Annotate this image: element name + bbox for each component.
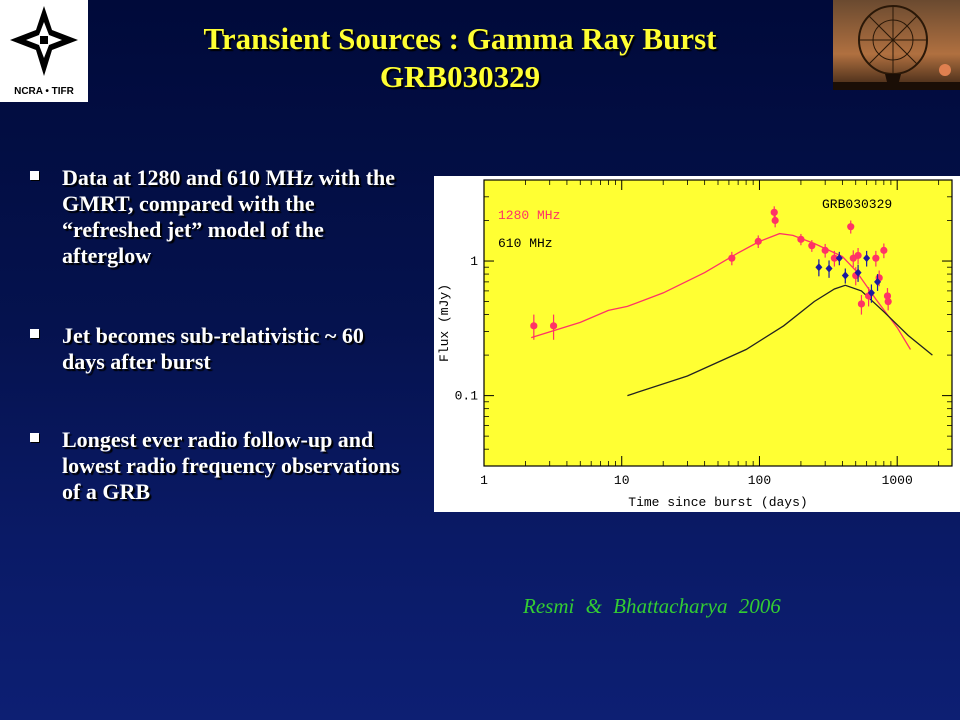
bullet-text: Longest ever radio follow-up and lowest … xyxy=(62,427,400,504)
data-point-1280 xyxy=(728,254,736,262)
bullet-list: Data at 1280 and 610 MHz with the GMRT, … xyxy=(26,165,401,505)
x-tick-label: 1000 xyxy=(882,473,913,488)
bullet-item: Longest ever radio follow-up and lowest … xyxy=(26,427,401,505)
data-point-610 xyxy=(854,268,862,277)
x-tick-label: 10 xyxy=(614,473,630,488)
data-point-1280 xyxy=(872,254,880,262)
data-point-610 xyxy=(841,271,849,280)
bullet-text: Jet becomes sub-relativistic ~ 60 days a… xyxy=(62,323,364,374)
bullet-item: Data at 1280 and 610 MHz with the GMRT, … xyxy=(26,165,401,269)
ncra-tifr-logo: NCRA • TIFR xyxy=(0,0,88,102)
data-point-1280 xyxy=(797,235,805,243)
title-line-1: Transient Sources : Gamma Ray Burst xyxy=(203,21,717,56)
grb-light-curve-chart: 1 10 100 1000 0.1 1 GRB030329 1280 MHz 610 MH… xyxy=(434,176,960,512)
square-bullet-icon xyxy=(30,171,39,180)
data-point-1280 xyxy=(854,251,862,260)
data-point-1280 xyxy=(830,254,838,262)
chart-svg: 1 10 100 1000 0.1 1 GRB030329 1280 MHz 610 MH… xyxy=(434,176,960,512)
data-point-610 xyxy=(815,263,823,272)
square-bullet-icon xyxy=(30,433,39,442)
logo-label: NCRA • TIFR xyxy=(14,86,75,97)
data-point-1280 xyxy=(549,322,558,330)
model-curve-610 xyxy=(627,284,933,397)
data-point-1280 xyxy=(770,208,778,216)
legend-610-mhz: 610 MHz xyxy=(498,236,553,251)
plot-area xyxy=(483,179,953,467)
model-curve-1280 xyxy=(531,232,912,350)
citation: Resmi & Bhattacharya 2006 xyxy=(523,594,781,618)
data-point-1280 xyxy=(754,237,762,245)
data-point-1280 xyxy=(857,300,866,308)
x-axis-label: Time since burst (days) xyxy=(628,495,807,510)
data-point-1280 xyxy=(821,246,829,254)
slide-title: Transient Sources : Gamma Ray Burst GRB0… xyxy=(100,20,820,96)
data-point-1280 xyxy=(847,223,855,231)
data-point-1280 xyxy=(884,297,892,306)
y-tick-label: 0.1 xyxy=(455,389,479,404)
data-point-1280 xyxy=(808,242,816,250)
chart-title: GRB030329 xyxy=(822,197,892,212)
y-tick-label: 1 xyxy=(470,254,478,269)
data-point-1280 xyxy=(883,292,892,300)
y-axis-label: Flux (mJy) xyxy=(437,284,452,362)
bullet-text: Data at 1280 and 610 MHz with the GMRT, … xyxy=(62,165,396,268)
x-tick-label: 1 xyxy=(480,473,488,488)
title-line-2: GRB030329 xyxy=(379,59,541,94)
data-point-610 xyxy=(867,288,875,297)
square-bullet-icon xyxy=(30,329,39,338)
data-point-610 xyxy=(835,254,843,263)
bullet-item: Jet becomes sub-relativistic ~ 60 days a… xyxy=(26,323,401,375)
data-point-610 xyxy=(874,277,882,286)
data-point-610 xyxy=(825,264,833,273)
legend-1280-mhz: 1280 MHz xyxy=(498,208,560,223)
radio-telescope-photo xyxy=(833,0,960,90)
data-point-1280 xyxy=(771,216,779,225)
x-tick-label: 100 xyxy=(748,473,771,488)
data-point-1280 xyxy=(530,322,538,330)
data-point-1280 xyxy=(880,246,888,254)
